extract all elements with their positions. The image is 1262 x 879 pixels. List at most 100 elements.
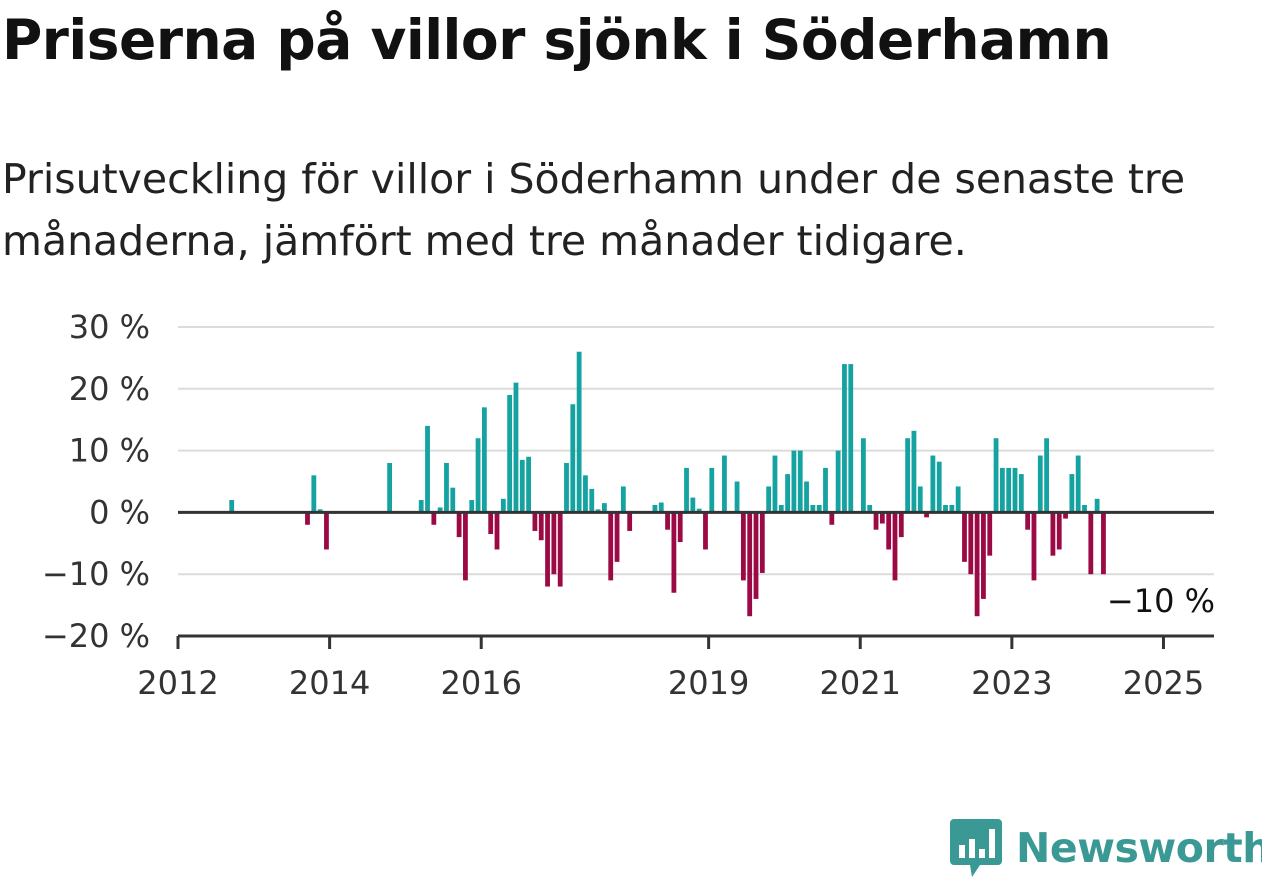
bar (564, 462, 569, 513)
bar (734, 481, 740, 513)
bar (690, 497, 696, 513)
bar-chart-speech-bubble-icon (950, 819, 1002, 877)
bar (766, 486, 772, 513)
bar (450, 487, 456, 513)
bar (898, 512, 904, 538)
bars (229, 351, 1106, 617)
bar (665, 512, 670, 530)
bar (488, 512, 494, 535)
y-tick-label: −10 % (42, 555, 150, 593)
bar (835, 450, 841, 513)
page-title: Priserna på villor sjönk i Söderhamn (2, 8, 1112, 72)
bar (917, 486, 923, 513)
bar (481, 407, 487, 513)
bar (494, 512, 500, 550)
bar (1101, 512, 1106, 575)
bar (305, 512, 310, 525)
bar (627, 512, 633, 531)
bar (1044, 438, 1049, 513)
bar (570, 404, 576, 513)
bar (463, 512, 468, 581)
bar (1006, 467, 1012, 513)
bar (791, 450, 797, 513)
bar (229, 500, 235, 513)
bar (1063, 512, 1068, 519)
x-tick-label: 2016 (441, 664, 522, 702)
brand-name: Newsworthy (1016, 824, 1262, 872)
bar (602, 503, 607, 513)
bar (861, 438, 866, 513)
bar (810, 504, 816, 513)
bar (892, 512, 898, 581)
bar (513, 382, 519, 513)
bar (469, 500, 475, 513)
bar (911, 430, 917, 513)
x-tick-label: 2012 (137, 664, 218, 702)
bar (425, 425, 430, 513)
bar (993, 438, 999, 513)
bar (703, 512, 708, 550)
bar (387, 462, 393, 513)
bar (1088, 512, 1094, 575)
bar (829, 512, 835, 525)
bar (886, 512, 892, 550)
bar (1050, 512, 1056, 556)
bar (545, 512, 550, 587)
bar (930, 455, 936, 513)
bar (778, 504, 784, 513)
bar (444, 462, 449, 513)
bar (532, 512, 538, 531)
bar (785, 474, 790, 513)
bar (722, 455, 727, 513)
last-value-annotation: −10 % (1107, 582, 1215, 620)
bar (1082, 504, 1087, 513)
bar (557, 512, 563, 587)
y-tick-label: 20 % (69, 370, 150, 408)
bar (740, 512, 746, 581)
bar (576, 351, 582, 513)
bar (842, 364, 847, 513)
bar (759, 512, 765, 573)
bar (1012, 467, 1018, 513)
bar (324, 512, 329, 550)
bar (1025, 512, 1031, 530)
bar (804, 481, 809, 513)
bar (905, 438, 911, 513)
newsworthy-logo: Newsworthy (950, 818, 1262, 878)
y-tick-label: 0 % (89, 493, 150, 531)
bar (999, 467, 1005, 513)
bar (974, 512, 980, 617)
bar (652, 504, 658, 513)
bar (816, 504, 822, 513)
bar (500, 498, 506, 513)
bar (873, 512, 879, 530)
bar (677, 512, 683, 543)
bar (753, 512, 759, 599)
bar (1075, 455, 1081, 513)
bar (936, 461, 942, 513)
bar (772, 455, 778, 513)
gridlines (178, 326, 1214, 576)
bar (943, 504, 948, 513)
bar (431, 512, 437, 525)
bar (418, 500, 424, 513)
bar (924, 512, 929, 518)
bar (848, 364, 854, 513)
bar (456, 512, 462, 538)
bar (1037, 455, 1043, 513)
bar (317, 509, 323, 513)
bar (747, 512, 753, 617)
bar (1094, 498, 1100, 513)
bar (696, 508, 702, 513)
bar (981, 512, 986, 599)
bar (526, 456, 531, 513)
bar (311, 475, 317, 513)
bar (475, 438, 481, 513)
bar (867, 504, 873, 513)
bar (437, 507, 443, 513)
bar (507, 394, 513, 513)
bar (551, 512, 557, 575)
bar (709, 467, 715, 513)
x-tick-label: 2021 (820, 664, 901, 702)
